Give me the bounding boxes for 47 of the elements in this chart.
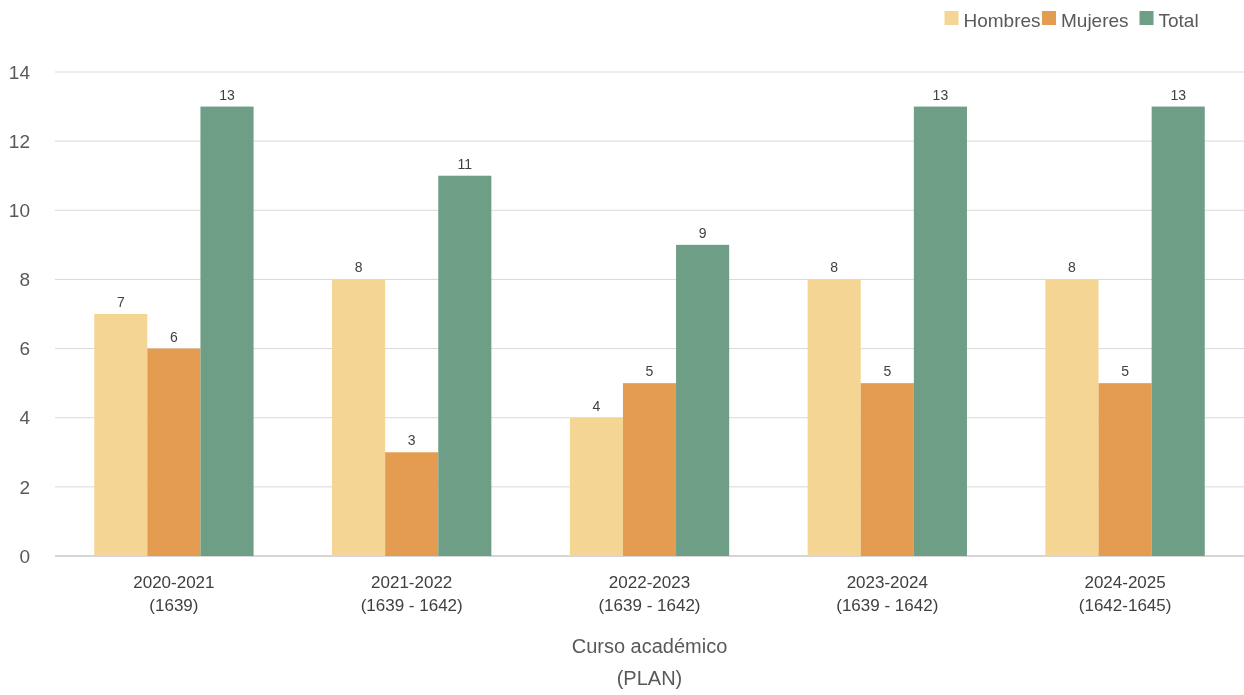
bar bbox=[807, 279, 861, 556]
data-label: 3 bbox=[407, 432, 416, 449]
bar bbox=[622, 383, 677, 556]
data-label: 5 bbox=[645, 363, 654, 380]
data-label: 13 bbox=[932, 86, 949, 103]
data-label: 6 bbox=[170, 328, 178, 345]
x-tick-label: 2024-2025 (1642-1645) bbox=[1078, 573, 1172, 615]
legend-label: Mujeres bbox=[1061, 9, 1129, 31]
data-label: 13 bbox=[219, 86, 236, 103]
y-tick-label: 2 bbox=[19, 476, 30, 498]
bar bbox=[1045, 279, 1099, 556]
x-tick-label: 2023-2024 (1639 - 1642) bbox=[836, 573, 939, 615]
x-tick-label: 2021-2022 (1639 - 1642) bbox=[360, 573, 463, 615]
y-tick-label: 4 bbox=[19, 407, 31, 429]
bar bbox=[385, 452, 439, 556]
legend-label: Total bbox=[1158, 9, 1199, 31]
data-label: 7 bbox=[116, 294, 125, 310]
x-tick-label: 2020-2021 (1639) bbox=[133, 573, 215, 615]
y-tick-label: 8 bbox=[19, 269, 30, 291]
data-label: 8 bbox=[354, 259, 363, 276]
bar bbox=[332, 279, 386, 556]
x-axis-title: Curso académico (PLAN) bbox=[571, 635, 728, 689]
data-label: 8 bbox=[1068, 259, 1077, 276]
x-tick-label: 2022-2023 (1639 - 1642) bbox=[598, 573, 701, 615]
y-tick-label: 10 bbox=[8, 199, 30, 221]
data-label: 8 bbox=[830, 259, 839, 276]
bar bbox=[913, 106, 967, 556]
data-label: 13 bbox=[1170, 86, 1187, 103]
y-tick-label: 12 bbox=[8, 130, 30, 152]
bar bbox=[676, 244, 730, 556]
bar bbox=[1098, 383, 1152, 556]
data-label: 11 bbox=[457, 155, 473, 172]
bar bbox=[438, 175, 492, 556]
bar bbox=[94, 314, 148, 556]
bar bbox=[569, 417, 623, 556]
bar bbox=[860, 383, 914, 556]
data-label: 9 bbox=[698, 224, 707, 241]
legend-label: Hombres bbox=[963, 9, 1041, 31]
y-tick-label: 6 bbox=[19, 338, 30, 360]
y-tick-label: 0 bbox=[19, 545, 30, 567]
bar bbox=[200, 106, 254, 556]
y-tick-label: 14 bbox=[8, 61, 31, 83]
bar bbox=[1151, 106, 1205, 556]
data-label: 5 bbox=[883, 363, 892, 380]
bar bbox=[147, 348, 201, 556]
data-label: 5 bbox=[1121, 363, 1130, 380]
data-label: 4 bbox=[592, 397, 601, 414]
